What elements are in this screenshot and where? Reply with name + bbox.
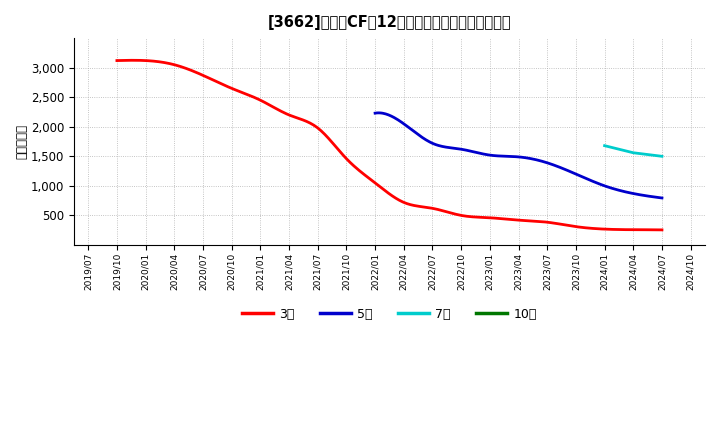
3年 bbox=[112, 58, 121, 63]
5年 bbox=[372, 110, 380, 116]
3年 bbox=[574, 224, 582, 230]
3年 bbox=[439, 208, 448, 213]
5年 bbox=[374, 110, 383, 116]
5年 bbox=[613, 187, 622, 193]
5年 bbox=[542, 160, 551, 165]
Line: 5年: 5年 bbox=[375, 113, 662, 198]
Y-axis label: （百万円）: （百万円） bbox=[15, 124, 28, 159]
5年 bbox=[371, 110, 379, 116]
3年 bbox=[437, 208, 446, 213]
7年 bbox=[657, 154, 666, 159]
5年 bbox=[631, 191, 640, 197]
Legend: 3年, 5年, 7年, 10年: 3年, 5年, 7年, 10年 bbox=[237, 303, 542, 326]
5年 bbox=[547, 161, 556, 167]
Line: 3年: 3年 bbox=[117, 60, 662, 230]
Title: [3662]　営業CFだ12か月移動合計の平均値の推移: [3662] 営業CFだ12か月移動合計の平均値の推移 bbox=[268, 15, 511, 30]
7年 bbox=[629, 150, 638, 155]
5年 bbox=[541, 160, 550, 165]
5年 bbox=[657, 195, 666, 201]
3年 bbox=[448, 211, 456, 216]
7年 bbox=[600, 143, 609, 148]
3年 bbox=[608, 227, 617, 232]
3年 bbox=[114, 58, 123, 63]
3年 bbox=[657, 227, 666, 232]
Line: 7年: 7年 bbox=[605, 146, 662, 156]
3年 bbox=[129, 58, 138, 63]
